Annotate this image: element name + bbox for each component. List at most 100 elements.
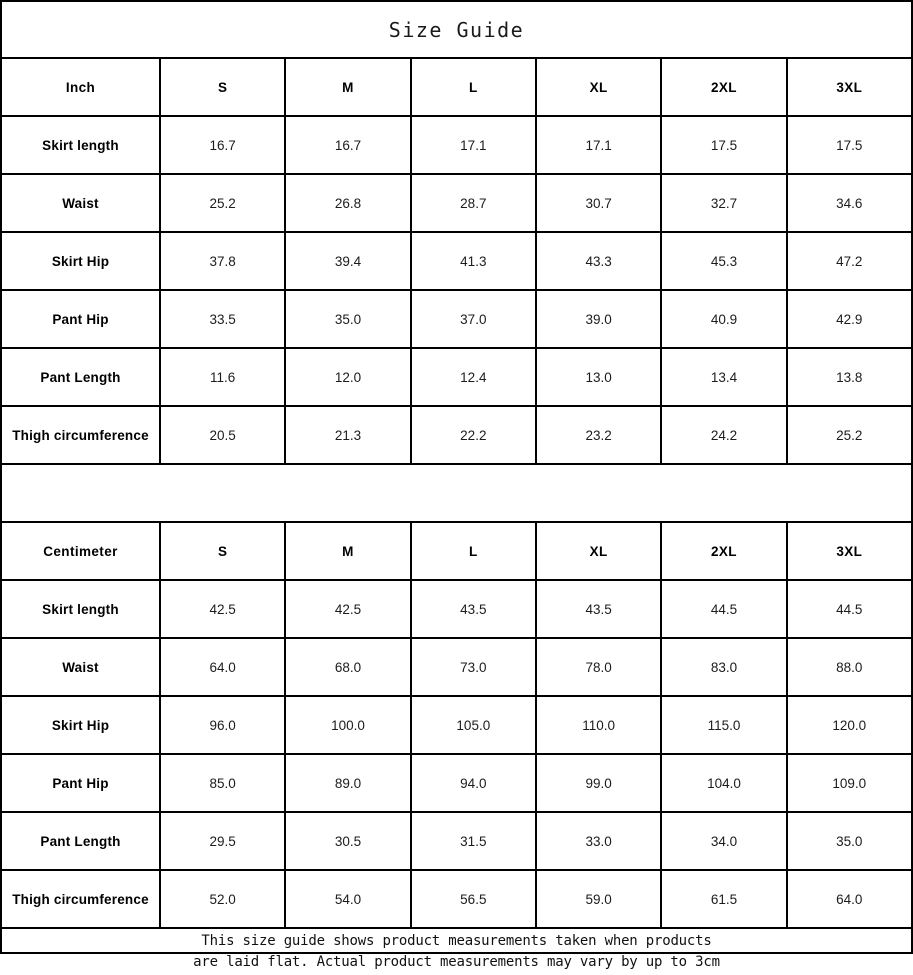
size-header-cell: S bbox=[161, 523, 287, 579]
measurement-value-cell: 83.0 bbox=[662, 639, 788, 695]
measurement-label-cell: Pant Hip bbox=[2, 755, 161, 811]
measurement-label-cell: Thigh circumference bbox=[2, 871, 161, 927]
measurement-value-cell: 42.9 bbox=[836, 311, 863, 327]
measurement-value-cell: 25.2 bbox=[836, 427, 863, 443]
measurement-label-cell: Pant Hip bbox=[2, 291, 161, 347]
measurement-value-cell: 39.0 bbox=[537, 291, 663, 347]
table-row: Waist 25.2 26.8 28.7 30.7 32.7 34.6 bbox=[2, 175, 911, 233]
measurement-value-cell: 89.0 bbox=[286, 755, 412, 811]
footnote-line-1: This size guide shows product measuremen… bbox=[201, 933, 712, 949]
size-header-cell: S bbox=[161, 59, 287, 115]
size-header-cell: M bbox=[286, 523, 412, 579]
measurement-value-cell: 21.3 bbox=[286, 407, 412, 463]
measurement-value-cell: 30.5 bbox=[286, 813, 412, 869]
size-header-cell: 3XL bbox=[836, 79, 863, 95]
table-row: Thigh circumference 52.0 54.0 56.5 59.0 61.5 6… bbox=[2, 871, 911, 929]
measurement-value-cell: 13.4 bbox=[662, 349, 788, 405]
table-header-row: Inch S M L XL 2XL 3XL bbox=[2, 59, 911, 117]
table-row: Pant Length 29.5 30.5 31.5 33.0 34.0 35.0 bbox=[2, 813, 911, 871]
measurement-value-cell: 13.8 bbox=[836, 369, 863, 385]
measurement-value-cell: 39.4 bbox=[286, 233, 412, 289]
table-row: Skirt length 16.7 16.7 17.1 17.1 17.5 17.5 bbox=[2, 117, 911, 175]
measurement-value-cell: 12.0 bbox=[286, 349, 412, 405]
measurement-label-cell: Skirt Hip bbox=[2, 233, 161, 289]
measurement-value-cell: 33.0 bbox=[537, 813, 663, 869]
measurement-value-cell: 29.5 bbox=[161, 813, 287, 869]
table-row: Skirt Hip 96.0 100.0 105.0 110.0 115.0 120.0 bbox=[2, 697, 911, 755]
measurement-value-cell: 44.5 bbox=[836, 601, 863, 617]
page-title: Size Guide bbox=[388, 17, 525, 42]
measurement-value-cell: 33.5 bbox=[161, 291, 287, 347]
size-header-cell: L bbox=[412, 59, 537, 115]
table-row: Pant Hip 33.5 35.0 37.0 39.0 40.9 42.9 bbox=[2, 291, 911, 349]
measurement-label-cell: Skirt length bbox=[2, 581, 161, 637]
measurement-value-cell: 24.2 bbox=[662, 407, 788, 463]
size-header-cell: 2XL bbox=[662, 59, 788, 115]
size-header-cell: L bbox=[412, 523, 537, 579]
measurement-value-cell: 16.7 bbox=[286, 117, 412, 173]
measurement-value-cell: 115.0 bbox=[662, 697, 788, 753]
measurement-value-cell: 120.0 bbox=[832, 717, 867, 733]
size-header-cell: 3XL bbox=[836, 543, 863, 559]
measurement-label-cell: Thigh circumference bbox=[2, 407, 161, 463]
table-row: Pant Hip 85.0 89.0 94.0 99.0 104.0 109.0 bbox=[2, 755, 911, 813]
measurement-value-cell: 17.1 bbox=[537, 117, 663, 173]
measurement-value-cell: 105.0 bbox=[412, 697, 537, 753]
size-guide-footnote: This size guide shows product measuremen… bbox=[2, 929, 911, 975]
measurement-value-cell: 47.2 bbox=[836, 253, 863, 269]
measurement-value-cell: 54.0 bbox=[286, 871, 412, 927]
measurement-value-cell: 25.2 bbox=[161, 175, 287, 231]
measurement-value-cell: 35.0 bbox=[836, 833, 863, 849]
measurement-value-cell: 22.2 bbox=[412, 407, 537, 463]
measurement-value-cell: 42.5 bbox=[286, 581, 412, 637]
table-header-row: Centimeter S M L XL 2XL 3XL bbox=[2, 523, 911, 581]
measurement-value-cell: 28.7 bbox=[412, 175, 537, 231]
size-header-cell: 2XL bbox=[662, 523, 788, 579]
table-row: Thigh circumference 20.5 21.3 22.2 23.2 24.2 2… bbox=[2, 407, 911, 465]
measurement-value-cell: 42.5 bbox=[161, 581, 287, 637]
measurement-value-cell: 32.7 bbox=[662, 175, 788, 231]
measurement-value-cell: 37.0 bbox=[412, 291, 537, 347]
measurement-value-cell: 20.5 bbox=[161, 407, 287, 463]
measurement-value-cell: 56.5 bbox=[412, 871, 537, 927]
measurement-label-cell: Waist bbox=[2, 175, 161, 231]
measurement-label-cell: Pant Length bbox=[2, 813, 161, 869]
inch-table: Inch S M L XL 2XL 3XL Skirt length 16.7 16.7 17.1 1… bbox=[2, 59, 911, 465]
measurement-value-cell: 43.3 bbox=[537, 233, 663, 289]
measurement-value-cell: 73.0 bbox=[412, 639, 537, 695]
measurement-value-cell: 45.3 bbox=[662, 233, 788, 289]
measurement-value-cell: 17.5 bbox=[836, 137, 863, 153]
measurement-value-cell: 44.5 bbox=[662, 581, 788, 637]
measurement-value-cell: 23.2 bbox=[537, 407, 663, 463]
table-row: Waist 64.0 68.0 73.0 78.0 83.0 88.0 bbox=[2, 639, 911, 697]
unit-header-cell: Inch bbox=[2, 59, 161, 115]
measurement-label-cell: Pant Length bbox=[2, 349, 161, 405]
measurement-value-cell: 16.7 bbox=[161, 117, 287, 173]
size-header-cell: XL bbox=[537, 59, 663, 115]
measurement-value-cell: 34.0 bbox=[662, 813, 788, 869]
measurement-value-cell: 109.0 bbox=[832, 775, 867, 791]
measurement-value-cell: 88.0 bbox=[836, 659, 863, 675]
measurement-value-cell: 17.5 bbox=[662, 117, 788, 173]
measurement-label-cell: Skirt length bbox=[2, 117, 161, 173]
measurement-value-cell: 41.3 bbox=[412, 233, 537, 289]
measurement-value-cell: 43.5 bbox=[537, 581, 663, 637]
measurement-value-cell: 100.0 bbox=[286, 697, 412, 753]
measurement-value-cell: 99.0 bbox=[537, 755, 663, 811]
measurement-value-cell: 13.0 bbox=[537, 349, 663, 405]
measurement-value-cell: 78.0 bbox=[537, 639, 663, 695]
measurement-value-cell: 17.1 bbox=[412, 117, 537, 173]
measurement-value-cell: 34.6 bbox=[836, 195, 863, 211]
measurement-value-cell: 12.4 bbox=[412, 349, 537, 405]
measurement-value-cell: 104.0 bbox=[662, 755, 788, 811]
measurement-label-cell: Skirt Hip bbox=[2, 697, 161, 753]
measurement-value-cell: 43.5 bbox=[412, 581, 537, 637]
measurement-value-cell: 64.0 bbox=[836, 891, 863, 907]
measurement-value-cell: 26.8 bbox=[286, 175, 412, 231]
measurement-value-cell: 52.0 bbox=[161, 871, 287, 927]
measurement-value-cell: 94.0 bbox=[412, 755, 537, 811]
measurement-value-cell: 110.0 bbox=[537, 697, 663, 753]
measurement-value-cell: 11.6 bbox=[161, 349, 287, 405]
size-header-cell: M bbox=[286, 59, 412, 115]
